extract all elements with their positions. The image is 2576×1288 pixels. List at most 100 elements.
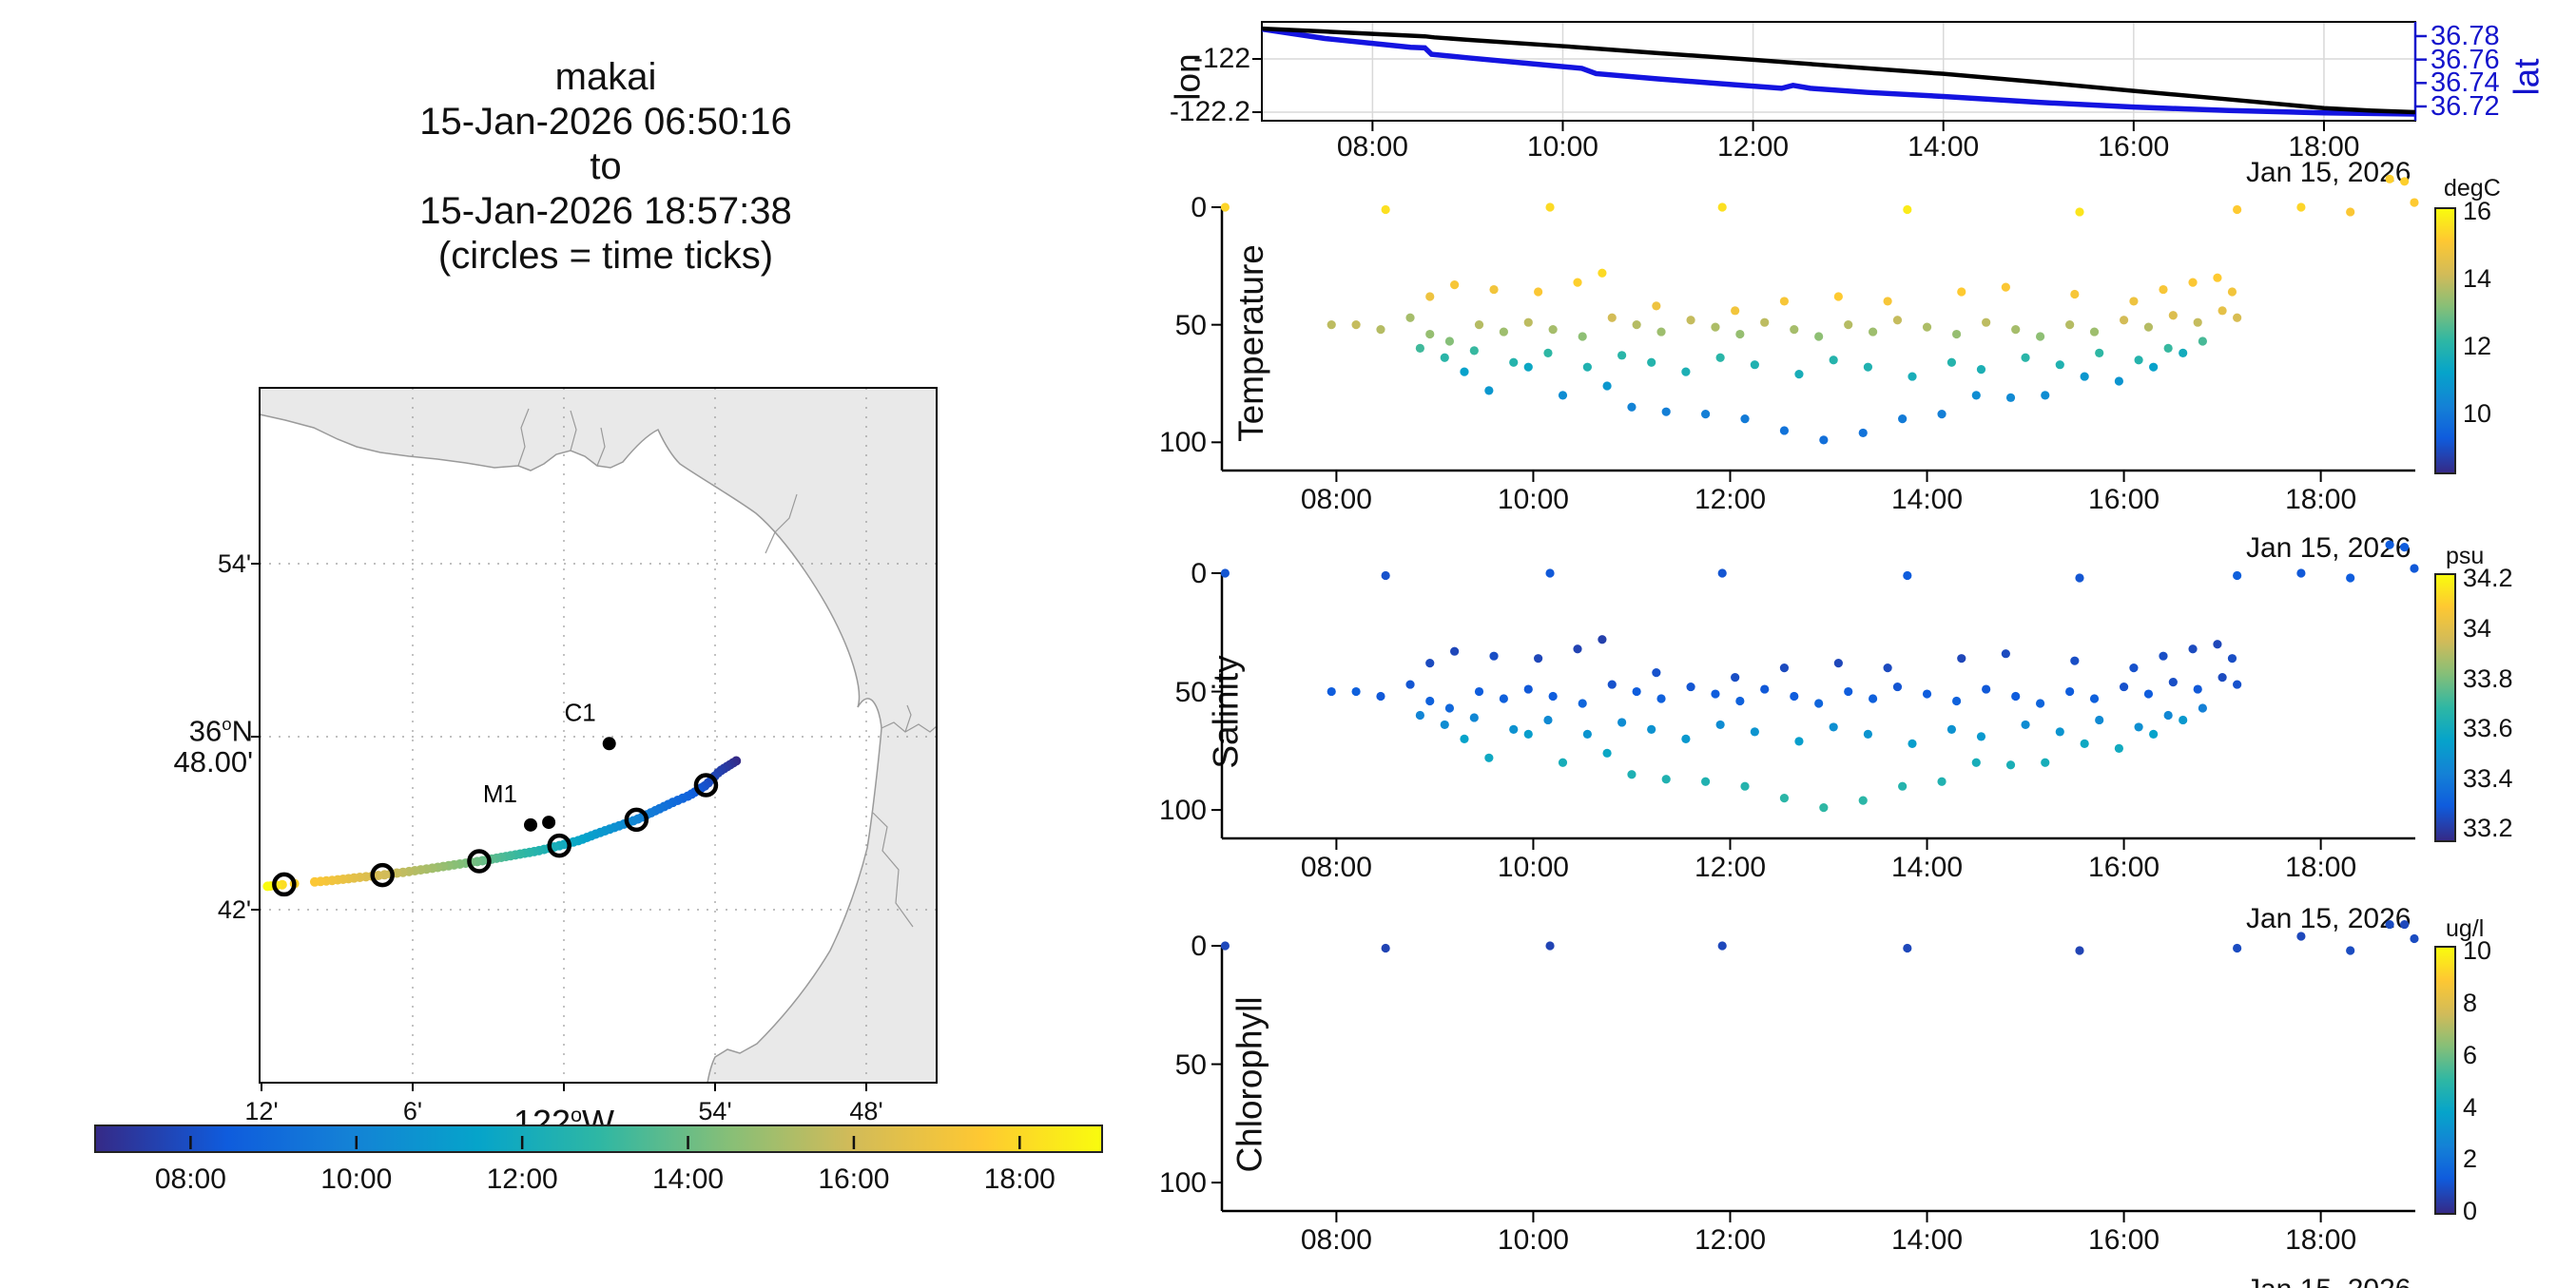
chlorophyll-plot — [1211, 919, 2419, 1222]
map-yaxis-degree-label: 36oN 48.00' — [173, 714, 254, 779]
scat1-xtick-label: 14:00 — [1890, 852, 1964, 883]
scat2-ytick-label: 0 — [1191, 931, 1207, 962]
scat1-cbar-tick-label: 33.4 — [2463, 763, 2513, 793]
time-colorbar-ticks — [189, 1136, 1021, 1149]
lat-ytick-label: 36.78 — [2431, 21, 2500, 51]
lon-ytick-label: -122.2 — [1169, 96, 1250, 127]
scat0-xtick-label: 18:00 — [2285, 484, 2357, 515]
map-xtick-label: 54' — [698, 1097, 732, 1125]
salinity-date-label: Jan 15, 2026 — [2246, 903, 2411, 934]
map-xtick-label: 48' — [849, 1097, 883, 1125]
map-ytick-label: 54' — [217, 549, 251, 578]
scat0-xtick-label: 12:00 — [1694, 484, 1767, 515]
lonlat-xtick-label: 18:00 — [2288, 131, 2360, 163]
title-to: to — [590, 145, 622, 187]
lonlat-ylabel-right: lat — [2507, 58, 2547, 96]
scat2-xtick-label: 08:00 — [1300, 1224, 1372, 1256]
time-colorbar-tick-label: 18:00 — [983, 1163, 1056, 1195]
chlorophyll-colorbar — [2434, 946, 2456, 1215]
lat-ytick-label: 36.76 — [2431, 44, 2500, 75]
scat2-cbar-tick-label: 0 — [2463, 1197, 2478, 1225]
salinity-colorbar — [2434, 573, 2456, 842]
track-map: M1 C1 — [251, 387, 938, 1091]
scat1-ytick-label: 100 — [1158, 795, 1207, 827]
time-colorbar-tick-label: 10:00 — [320, 1163, 393, 1195]
scat2-ytick-label: 100 — [1158, 1167, 1207, 1200]
time-colorbar — [94, 1125, 1103, 1153]
vehicle-track-dots — [262, 756, 742, 892]
station-label: M1 — [483, 779, 517, 808]
map-border — [259, 387, 938, 1084]
lonlat-plot — [1252, 21, 2427, 131]
scat2-xtick-label: 18:00 — [2285, 1224, 2357, 1256]
scat1-ytick-label: 0 — [1191, 558, 1207, 589]
scat2-cbar-tick-label: 4 — [2463, 1092, 2478, 1122]
temperature-plot — [1211, 174, 2419, 482]
scat1-cbar-tick-label: 34 — [2463, 613, 2492, 643]
scat1-xtick-label: 18:00 — [2285, 852, 2357, 883]
lat-ytick-label: 36.74 — [2431, 67, 2500, 99]
mooring-stations: M1 C1 — [483, 698, 616, 832]
scat1-ytick-label: 50 — [1174, 676, 1207, 708]
scat1-cbar-tick-label: 33.6 — [2463, 714, 2513, 743]
map-axis-ticks — [251, 563, 867, 1091]
scat0-cbar-tick-label: 12 — [2463, 331, 2492, 360]
time-colorbar-tick-label: 08:00 — [154, 1163, 226, 1195]
figure-title: makai 15-Jan-2026 06:50:16 to 15-Jan-202… — [178, 55, 1034, 279]
scat2-xtick-label: 12:00 — [1694, 1224, 1767, 1256]
time-colorbar-tick-label: 16:00 — [818, 1163, 890, 1195]
lonlat-xtick-label: 16:00 — [2098, 131, 2170, 163]
scat2-ytick-label: 50 — [1174, 1048, 1207, 1081]
lonlat-date-label: Jan 15, 2026 — [2246, 157, 2411, 188]
scat0-xtick-label: 14:00 — [1890, 484, 1964, 515]
lonlat-xtick-label: 10:00 — [1526, 131, 1598, 163]
map-land — [259, 387, 938, 1084]
scat0-xtick-label: 10:00 — [1497, 484, 1569, 515]
scat0-xtick-label: 08:00 — [1300, 484, 1372, 515]
scat1-cbar-tick-label: 33.8 — [2463, 663, 2513, 693]
lon-ytick-label: -122 — [1192, 43, 1250, 74]
chlorophyll-date-label: Jan 15, 2026 — [2246, 1274, 2411, 1288]
scat2-xtick-label: 10:00 — [1497, 1224, 1569, 1256]
scat2-xtick-label: 16:00 — [2088, 1224, 2160, 1256]
chlorophyll-unit-label: ug/l — [2446, 915, 2485, 942]
scat2-cbar-tick-label: 6 — [2463, 1040, 2478, 1069]
map-ytick-label: 42' — [217, 895, 251, 924]
title-vehicle: makai — [554, 56, 657, 98]
scat2-cbar-tick-label: 2 — [2463, 1144, 2478, 1174]
temperature-date-label: Jan 15, 2026 — [2246, 532, 2411, 564]
salinity-plot — [1211, 540, 2419, 850]
scat0-xtick-label: 16:00 — [2088, 484, 2160, 515]
title-note: (circles = time ticks) — [437, 235, 774, 277]
lonlat-xtick-label: 12:00 — [1717, 131, 1790, 163]
scat1-cbar-tick-label: 33.2 — [2463, 814, 2513, 843]
temperature-unit-label: degC — [2444, 175, 2501, 202]
temperature-colorbar — [2434, 207, 2456, 474]
map-xtick-label: 6' — [402, 1097, 423, 1125]
station-label: C1 — [564, 698, 595, 726]
map-xtick-label: 12' — [244, 1097, 279, 1125]
lonlat-xtick-label: 14:00 — [1908, 131, 1980, 163]
scat0-cbar-tick-label: 14 — [2463, 263, 2492, 293]
title-end-time: 15-Jan-2026 18:57:38 — [419, 190, 792, 232]
title-start-time: 15-Jan-2026 06:50:16 — [419, 101, 792, 143]
scat2-xtick-label: 14:00 — [1890, 1224, 1964, 1256]
scat0-ytick-label: 0 — [1191, 192, 1207, 223]
time-colorbar-tick-label: 12:00 — [486, 1163, 558, 1195]
scat2-cbar-tick-label: 10 — [2463, 936, 2492, 966]
salinity-unit-label: psu — [2446, 543, 2485, 569]
lat-ytick-label: 36.72 — [2431, 90, 2500, 122]
scat1-xtick-label: 16:00 — [2088, 852, 2160, 883]
scat0-ytick-label: 50 — [1174, 309, 1207, 341]
time-colorbar-tick-label: 14:00 — [651, 1163, 725, 1195]
lonlat-xtick-label: 08:00 — [1336, 131, 1408, 163]
scat0-cbar-tick-label: 10 — [2463, 398, 2492, 428]
time-tick-circles — [272, 773, 719, 897]
scat0-cbar-tick-label: 16 — [2463, 196, 2492, 225]
map-rivers — [517, 408, 938, 928]
scat1-xtick-label: 08:00 — [1300, 852, 1372, 883]
scat1-xtick-label: 12:00 — [1694, 852, 1767, 883]
map-gridlines — [260, 388, 937, 1083]
scat2-cbar-tick-label: 8 — [2463, 989, 2478, 1018]
